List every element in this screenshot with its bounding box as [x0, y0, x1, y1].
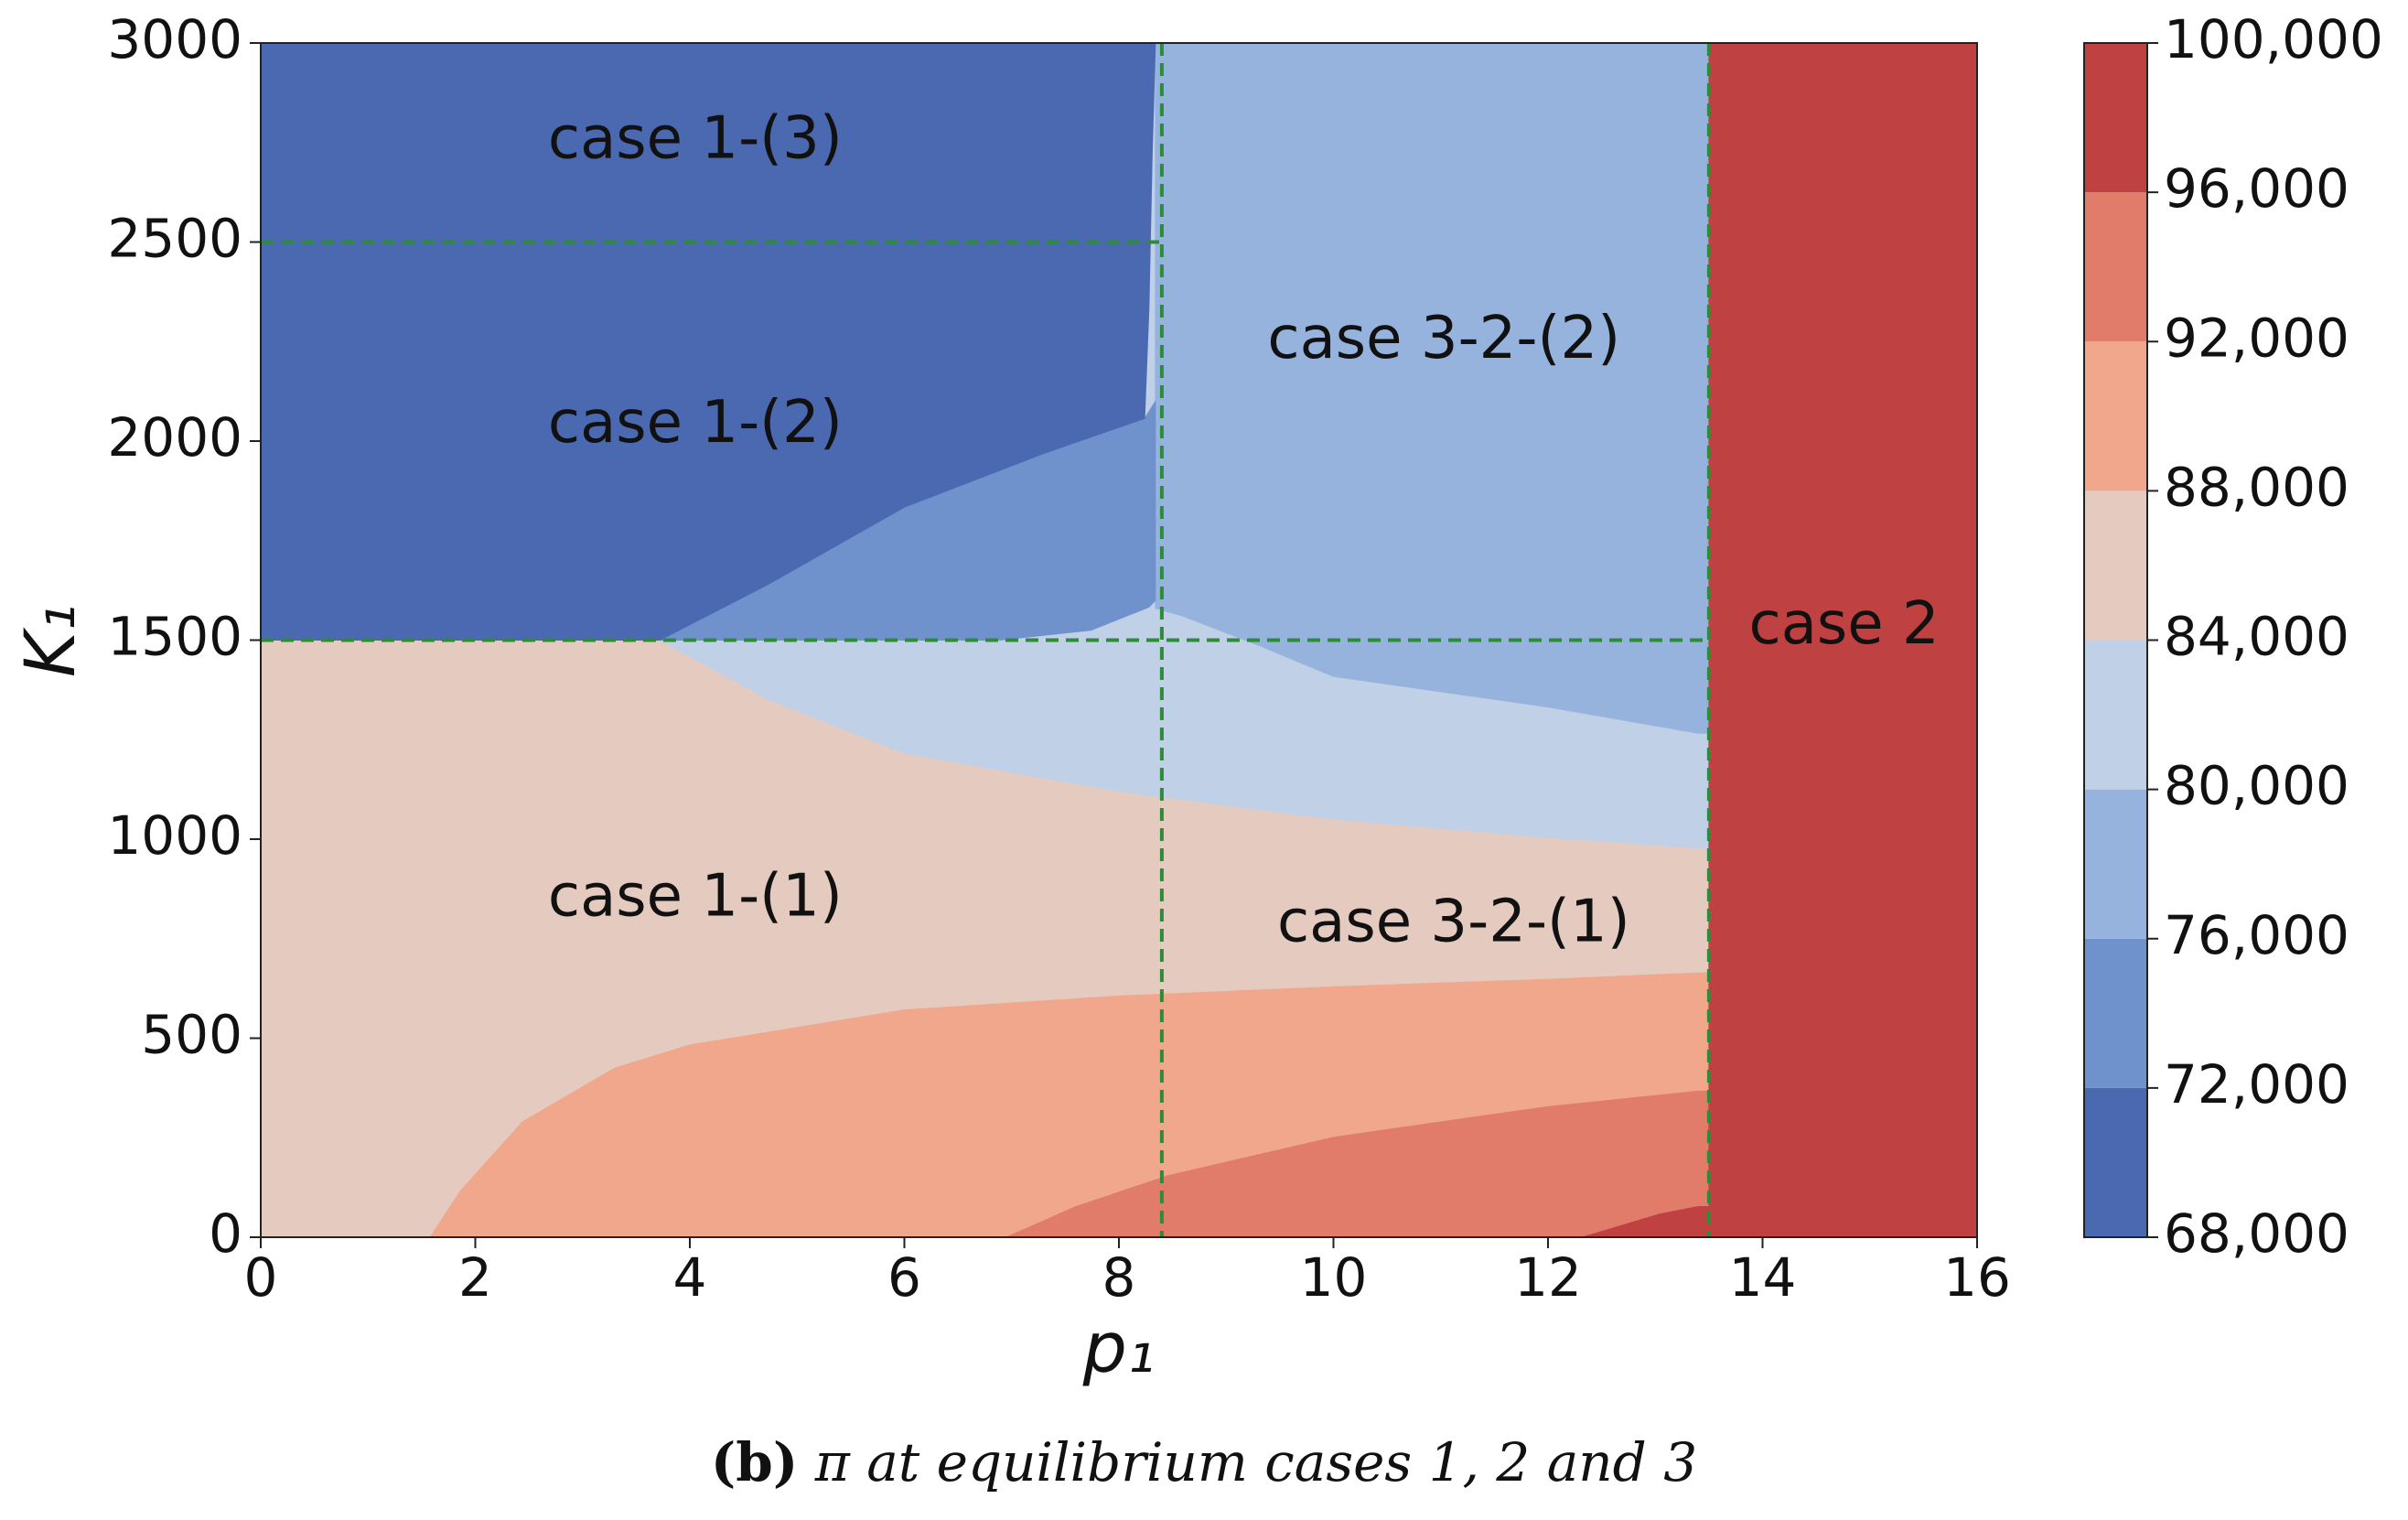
x-tick-label: 16 [1943, 1246, 2011, 1309]
y-tick-label: 3000 [107, 8, 242, 70]
x-tick-label: 8 [1102, 1246, 1136, 1309]
x-axis-label: p₁ [1082, 1307, 1156, 1388]
colorbar-tick-label: 92,000 [2164, 307, 2349, 369]
y-tick-label: 500 [141, 1004, 242, 1066]
colorbar-tick-label: 84,000 [2164, 606, 2349, 668]
annotation: case 2 [1749, 590, 1940, 658]
colorbar-tick-label: 68,000 [2164, 1202, 2349, 1265]
annotation: case 3-2-(2) [1267, 305, 1620, 372]
x-tick-label: 10 [1300, 1246, 1368, 1309]
colorbar-band [2084, 43, 2147, 193]
colorbar-tick-label: 72,000 [2164, 1053, 2349, 1116]
colorbar-tick-label: 76,000 [2164, 904, 2349, 966]
annotation: case 1-(2) [548, 389, 843, 457]
x-tick-label: 0 [244, 1246, 278, 1309]
annotation: case 3-2-(1) [1277, 889, 1630, 956]
colorbar-band [2084, 938, 2147, 1088]
y-tick-label: 2000 [107, 406, 242, 469]
y-tick-label: 2500 [107, 208, 242, 270]
colorbar-band [2084, 341, 2147, 491]
x-tick-label: 14 [1729, 1246, 1797, 1309]
colorbar-band [2084, 789, 2147, 939]
x-tick-label: 12 [1514, 1246, 1582, 1309]
contour-region [1155, 42, 1710, 734]
y-axis-label: K₁ [9, 604, 91, 677]
annotation: case 1-(3) [548, 104, 843, 172]
x-tick-label: 6 [887, 1246, 921, 1309]
caption: (b) π at equilibrium cases 1, 2 and 3 [711, 1431, 1697, 1493]
caption-label: (b) [711, 1431, 798, 1493]
caption-text: π at equilibrium cases 1, 2 and 3 [814, 1431, 1697, 1493]
colorbar-tick-label: 88,000 [2164, 456, 2349, 518]
y-tick-label: 1000 [107, 804, 242, 867]
colorbar-tick-label: 96,000 [2164, 157, 2349, 220]
colorbar-tick-label: 100,000 [2164, 8, 2383, 70]
x-tick-label: 4 [673, 1246, 707, 1309]
colorbar-band [2084, 1087, 2147, 1237]
colorbar-band [2084, 490, 2147, 641]
y-tick-label: 0 [209, 1202, 242, 1265]
colorbar-band [2084, 192, 2147, 342]
annotation: case 1-(1) [548, 862, 843, 930]
y-tick-label: 1500 [107, 606, 242, 668]
colorbar-band [2084, 640, 2147, 790]
colorbar-tick-label: 80,000 [2164, 755, 2349, 817]
x-tick-label: 2 [458, 1246, 492, 1309]
